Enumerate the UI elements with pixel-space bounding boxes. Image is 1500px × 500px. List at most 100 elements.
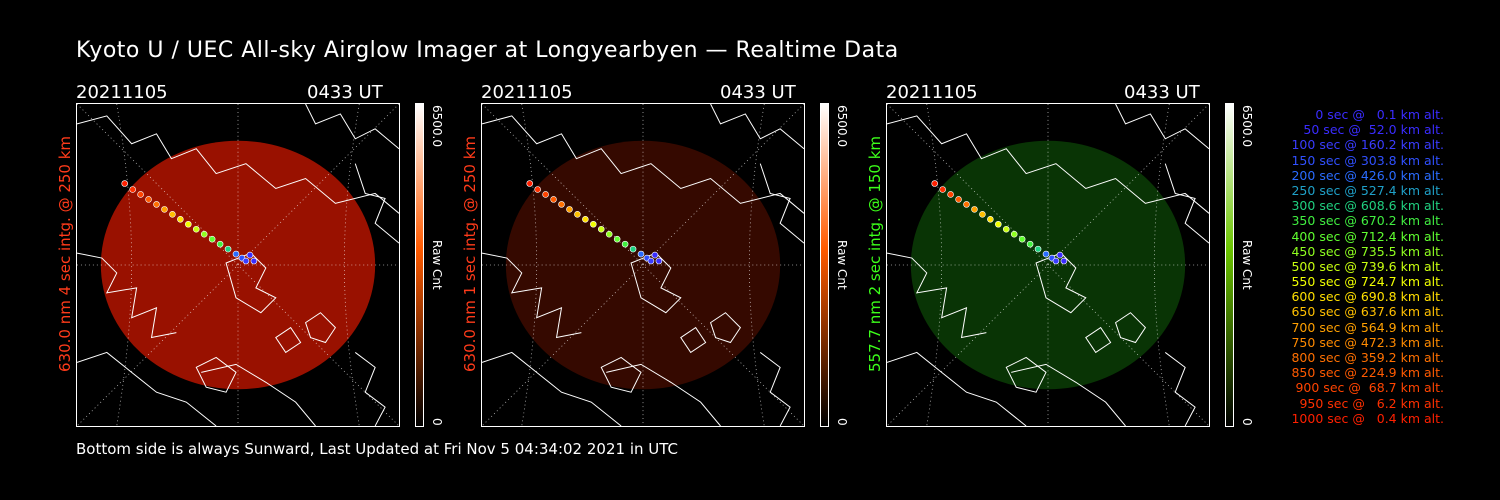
legend-entry: 950 sec @ 6.2 km alt. [1299, 395, 1444, 411]
trajectory-legend: 0 sec @ 0.1 km alt. 50 sec @ 52.0 km alt.… [1270, 107, 1444, 426]
legend-entry: 600 sec @ 690.8 km alt. [1291, 289, 1444, 305]
colorbar-unit: Raw Cnt [835, 240, 849, 290]
trajectory-point [137, 191, 144, 198]
trajectory-point [232, 250, 240, 258]
colorbar-min: 0 [1240, 418, 1254, 426]
trajectory-point [597, 225, 605, 233]
legend-entry: 350 sec @ 670.2 km alt. [1291, 213, 1444, 229]
coastline [482, 252, 582, 339]
legend-entry: 500 sec @ 739.6 km alt. [1291, 258, 1444, 274]
trajectory-point [1026, 240, 1034, 248]
allsky-image-panel-3 [886, 103, 1210, 427]
trajectory-point [1052, 257, 1060, 265]
panel-date: 20211105 [481, 82, 573, 103]
trajectory-point [1060, 257, 1068, 265]
coastline [1005, 356, 1047, 393]
legend-entry: 450 sec @ 735.5 km alt. [1291, 243, 1444, 259]
coastline [887, 115, 1209, 214]
coastline [1011, 363, 1126, 426]
trajectory-point [177, 216, 184, 223]
trajectory-point [246, 251, 254, 259]
grid-line [482, 104, 804, 426]
legend-entry: 200 sec @ 426.0 km alt. [1291, 167, 1444, 183]
trajectory-point [153, 201, 160, 208]
colorbar-unit: Raw Cnt [430, 240, 444, 290]
trajectory-point [1018, 235, 1026, 243]
trajectory-point [558, 201, 565, 208]
panel-time: 0433 UT [720, 82, 796, 103]
trajectory-point [963, 201, 970, 208]
coastline [201, 363, 316, 426]
legend-entry: 50 sec @ 52.0 km alt. [1303, 122, 1444, 138]
trajectory-point [200, 230, 208, 238]
panel-wavelength-label: 630.0 nm 1 sec intg. @ 250 km [461, 135, 479, 372]
trajectory-point [242, 257, 250, 265]
trajectory-point [971, 206, 978, 213]
trajectory-point [208, 235, 216, 243]
colorbar-unit: Raw Cnt [1240, 240, 1254, 290]
trajectory-point [947, 191, 954, 198]
legend-entry: 550 sec @ 724.7 km alt. [1291, 274, 1444, 290]
trajectory-point [1056, 251, 1064, 259]
legend-entry: 150 sec @ 303.8 km alt. [1291, 152, 1444, 168]
panel-date: 20211105 [886, 82, 978, 103]
trajectory-point [534, 186, 541, 193]
grid-line [887, 104, 1209, 426]
trajectory-point [1042, 250, 1050, 258]
legend-entry: 300 sec @ 608.6 km alt. [1291, 198, 1444, 214]
allsky-image-panel-1 [76, 103, 400, 427]
coastline [1114, 312, 1147, 344]
trajectory-point [550, 196, 557, 203]
coastline [77, 252, 177, 339]
trajectory-point [637, 250, 645, 258]
trajectory-point [542, 191, 549, 198]
trajectory-point [590, 220, 597, 228]
panel-time: 0433 UT [1124, 82, 1200, 103]
trajectory-point [224, 245, 232, 253]
coastline [77, 115, 399, 214]
coastline [710, 104, 804, 150]
coastline [304, 312, 337, 344]
trajectory-point [566, 206, 573, 213]
trajectory-point [939, 186, 946, 193]
legend-entry: 650 sec @ 637.6 km alt. [1291, 304, 1444, 320]
coastline [354, 352, 386, 426]
trajectory-point [629, 245, 637, 253]
grid-line [887, 104, 1209, 426]
colorbar [1225, 103, 1234, 427]
trajectory-point [145, 196, 152, 203]
grid-line [77, 104, 399, 426]
trajectory-point [192, 225, 200, 233]
coastline [887, 252, 987, 339]
trajectory-point [582, 216, 589, 223]
trajectory-point [1034, 245, 1042, 253]
coastline [77, 351, 217, 426]
coastline [759, 163, 804, 244]
trajectory-point [979, 211, 986, 218]
airglow-region [100, 140, 376, 390]
trajectory-point [655, 257, 663, 265]
trajectory-point [121, 180, 128, 187]
footer-status: Bottom side is always Sunward, Last Upda… [76, 440, 678, 458]
colorbar-min: 0 [835, 418, 849, 426]
trajectory-point [1010, 230, 1018, 238]
trajectory-point [605, 230, 613, 238]
legend-entry: 100 sec @ 160.2 km alt. [1291, 137, 1444, 153]
trajectory-point [995, 220, 1002, 228]
coastline [759, 352, 791, 426]
coastline [1085, 326, 1112, 354]
trajectory-point [931, 180, 938, 187]
coastline [275, 326, 302, 354]
colorbar-max: 6500.0 [835, 105, 849, 147]
legend-entry: 850 sec @ 224.9 km alt. [1291, 365, 1444, 381]
coastline [680, 326, 707, 354]
colorbar-max: 6500.0 [1240, 105, 1254, 147]
panel-wavelength-label: 557.7 nm 2 sec intg. @ 150 km [866, 135, 884, 372]
coastline [1164, 163, 1209, 244]
trajectory-point [169, 211, 176, 218]
legend-entry: 800 sec @ 359.2 km alt. [1291, 350, 1444, 365]
legend-entry: 900 sec @ 68.7 km alt. [1295, 380, 1444, 396]
trajectory-point [574, 211, 581, 218]
grid-line [77, 104, 399, 426]
coastline [1115, 104, 1209, 150]
